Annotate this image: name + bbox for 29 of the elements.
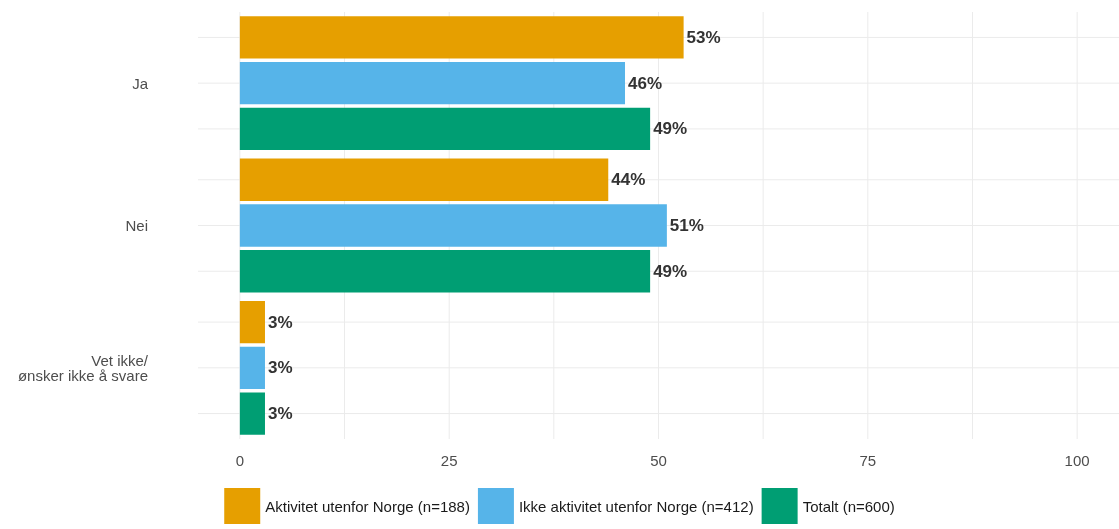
bar [239,158,609,201]
data-label: 3% [267,404,293,424]
x-tick-label: 25 [440,452,458,469]
x-tick-label: 0 [235,452,245,469]
y-tick-label: Nei [125,217,148,234]
legend-label: Aktivitet utenfor Norge (n=188) [265,497,470,515]
x-tick-label: 75 [859,452,877,469]
x-tick-label: 50 [650,452,667,469]
legend-label: Totalt (n=600) [802,497,895,515]
bar [239,204,667,247]
data-label: 51% [669,216,704,235]
bar [239,250,651,293]
legend-label: Ikke aktivitet utenfor Norge (n=412) [518,497,754,515]
x-tick-label: 100 [1064,452,1090,469]
bar [239,392,265,435]
data-label: 3% [267,358,293,378]
data-label: 53% [686,27,721,47]
data-label: 46% [628,73,663,93]
bar [239,346,265,389]
bar [239,300,265,344]
bar [239,107,651,151]
bar [239,62,626,105]
data-label: 44% [611,170,646,190]
data-label: 49% [653,119,688,139]
y-tick-label: Ja [132,74,149,92]
data-label: 49% [653,261,688,281]
bar [239,16,684,59]
y-tick-label: Vet ikke/ ønsker ikke å svare [17,351,149,384]
data-label: 3% [267,312,293,332]
